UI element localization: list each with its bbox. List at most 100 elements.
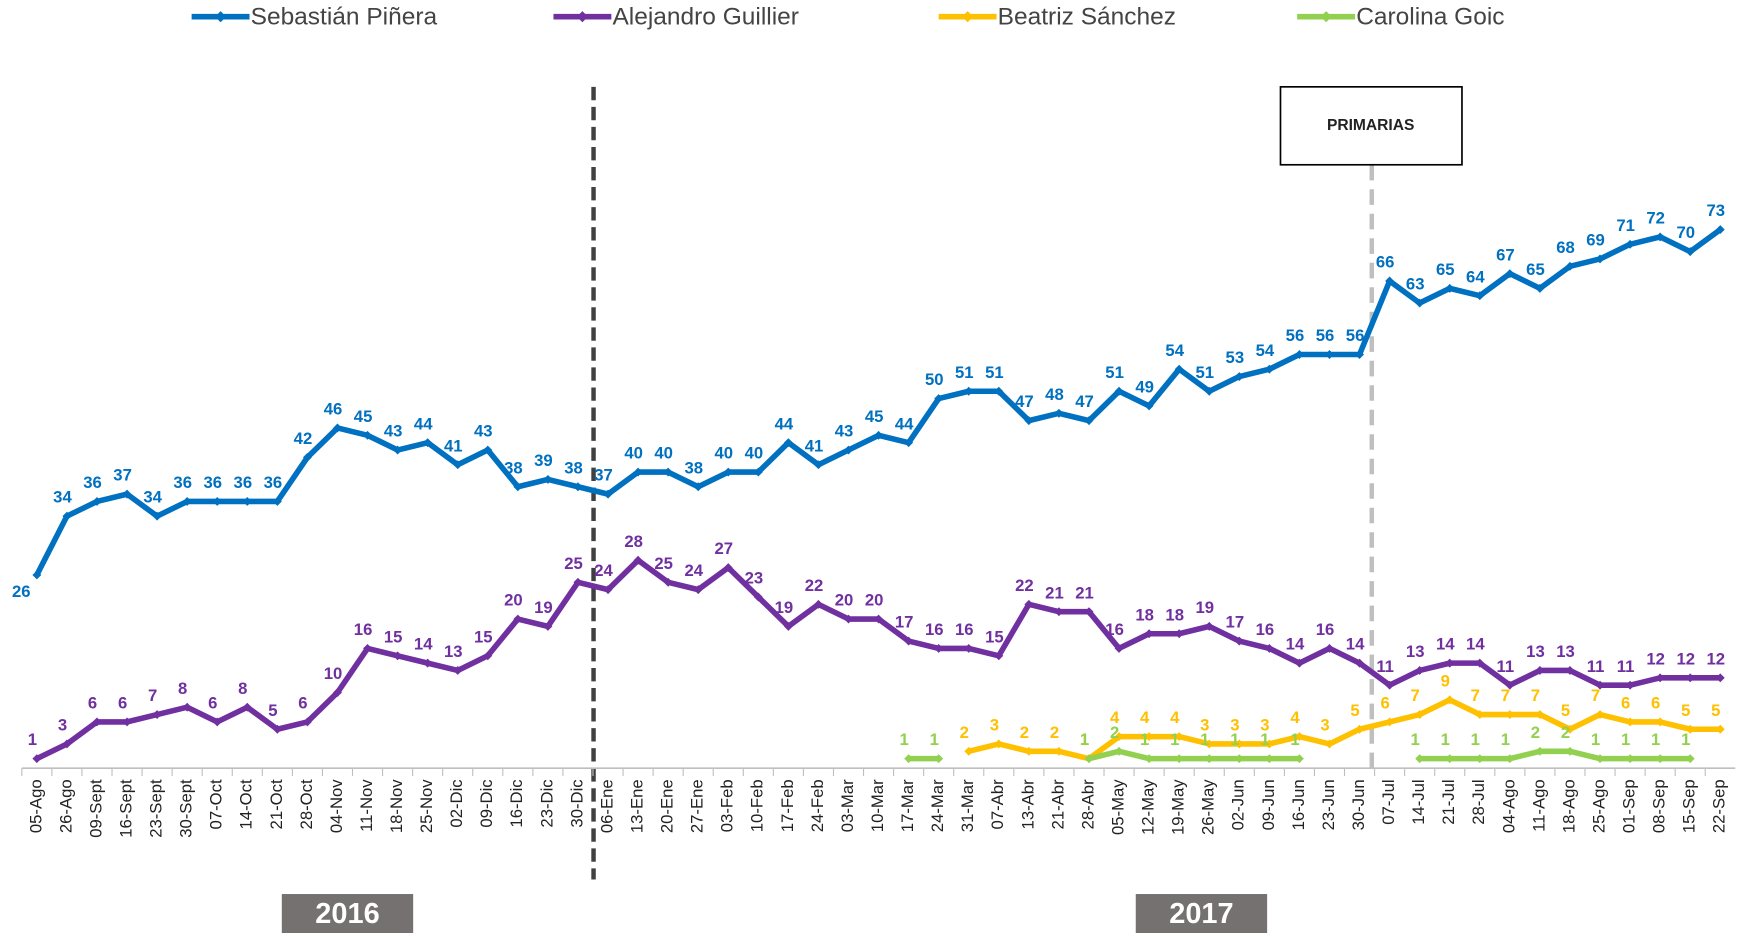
data-label: 2 [960, 723, 969, 742]
x-tick-label: 13-Abr [1018, 779, 1037, 830]
data-label: 20 [835, 591, 854, 610]
marker [783, 438, 793, 448]
data-label: 1 [1260, 730, 1269, 749]
marker [994, 739, 1004, 749]
data-label: 1 [1651, 730, 1660, 749]
marker [1054, 408, 1064, 418]
data-label: 3 [990, 716, 999, 735]
x-tick-label: 21-Abr [1048, 779, 1067, 830]
x-tick-label: 10-Feb [748, 779, 767, 832]
data-label: 22 [805, 576, 824, 595]
data-label: 6 [208, 693, 217, 712]
data-label: 7 [1531, 686, 1540, 705]
marker [212, 497, 222, 506]
marker [934, 643, 944, 653]
marker [1625, 754, 1635, 764]
x-tick-label: 31-Mar [958, 779, 977, 832]
data-label: 21 [1045, 583, 1064, 602]
marker [483, 651, 493, 661]
data-label: 53 [1226, 348, 1245, 367]
data-label: 1 [1170, 730, 1179, 749]
legend-label: Carolina Goic [1356, 3, 1504, 30]
marker [964, 643, 974, 653]
data-label: 17 [1226, 613, 1245, 632]
data-label: 36 [264, 473, 283, 492]
marker [1325, 350, 1334, 359]
data-label: 18 [1165, 605, 1184, 624]
marker [1415, 298, 1425, 308]
data-label: 12 [1707, 649, 1726, 668]
marker [1294, 754, 1304, 764]
legend-marker [962, 11, 974, 23]
data-label: 3 [1230, 716, 1239, 735]
data-label: 65 [1436, 260, 1455, 279]
x-tick-label: 09-Dic [477, 779, 496, 827]
marker [1355, 350, 1364, 359]
data-label: 43 [835, 422, 854, 441]
data-label: 37 [594, 466, 613, 485]
marker [603, 585, 613, 595]
x-tick-label: 17-Mar [898, 779, 917, 832]
marker [1565, 746, 1575, 756]
data-label: 34 [143, 488, 162, 507]
marker [242, 497, 252, 506]
marker [1174, 754, 1184, 764]
x-tick-label: 21-Oct [267, 779, 286, 829]
x-tick-label: 05-May [1108, 779, 1127, 835]
data-label: 13 [1406, 642, 1425, 661]
data-label: 19 [534, 598, 553, 617]
marker [1264, 739, 1274, 749]
data-label: 15 [985, 627, 1004, 646]
marker [1625, 239, 1635, 249]
data-label: 18 [1135, 605, 1154, 624]
data-label: 36 [83, 473, 102, 492]
marker [62, 739, 72, 749]
data-label: 5 [1350, 701, 1359, 720]
data-label: 63 [1406, 275, 1425, 294]
marker [1595, 254, 1605, 264]
x-tick-label: 11-Nov [357, 779, 376, 832]
marker [1294, 658, 1304, 668]
marker [1234, 754, 1244, 764]
data-label: 5 [1561, 701, 1570, 720]
marker [904, 636, 914, 646]
x-tick-label: 13-Ene [627, 779, 646, 833]
data-label: 36 [203, 473, 222, 492]
data-label: 15 [474, 627, 493, 646]
data-label: 6 [1621, 693, 1630, 712]
data-label: 49 [1135, 378, 1154, 397]
data-label: 36 [234, 473, 253, 492]
data-label: 1 [930, 730, 939, 749]
x-tick-label: 28-Jul [1469, 779, 1488, 824]
x-tick-label: 07-Abr [988, 779, 1007, 830]
marker [1685, 754, 1695, 764]
data-label: 2 [1050, 723, 1059, 742]
x-tick-label: 01-Sep [1619, 779, 1638, 833]
x-tick-label: 16-Sept [116, 779, 135, 838]
data-label: 16 [955, 620, 974, 639]
x-tick-label: 27-Ene [688, 779, 707, 833]
x-tick-label: 09-Sept [86, 779, 105, 838]
x-tick-label: 30-Sept [177, 779, 196, 838]
data-label: 24 [684, 561, 703, 580]
data-label: 1 [1501, 730, 1510, 749]
marker [32, 570, 42, 580]
x-tick-label: 18-Nov [387, 779, 406, 833]
data-label: 12 [1646, 649, 1665, 668]
marker [1505, 754, 1515, 764]
data-label: 25 [654, 554, 673, 573]
marker [1415, 754, 1425, 764]
data-label: 4 [1170, 708, 1180, 727]
data-label: 14 [1436, 635, 1455, 654]
marker [1054, 746, 1064, 756]
data-label: 14 [414, 635, 433, 654]
data-label: 68 [1556, 238, 1575, 257]
data-label: 44 [775, 414, 794, 433]
data-label: 1 [1290, 730, 1299, 749]
marker [1144, 754, 1154, 764]
marker [1264, 754, 1274, 764]
data-label: 19 [775, 598, 794, 617]
data-label: 6 [1651, 693, 1660, 712]
data-label: 43 [474, 422, 493, 441]
